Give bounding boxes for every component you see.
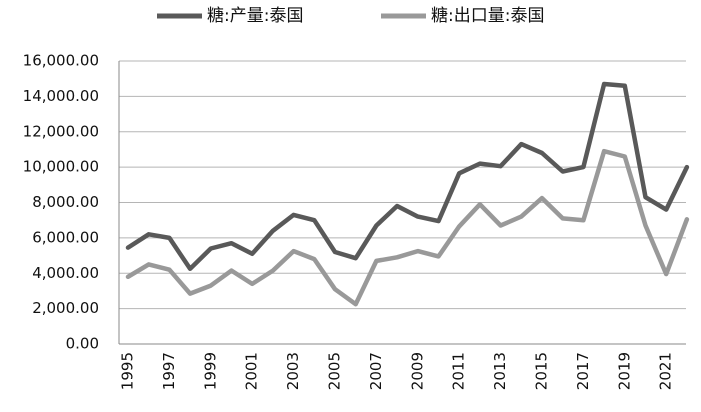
x-tick-label: 1995 [119,352,137,390]
legend-label-1: 糖:产量:泰国 [207,6,303,26]
y-axis-tick-labels: 0.00 2,000.00 4,000.00 6,000.00 8,000.00 10,0… [23,52,99,353]
x-axis-tick-labels: 1995 1997 1999 2001 2003 2005 2007 2009 2011 2013… [119,352,675,390]
x-tick-label: 2003 [284,352,302,390]
x-tick-label: 1999 [201,352,219,390]
y-tick-label: 4,000.00 [32,264,99,282]
series-line-2 [125,148,690,307]
y-tick-label: 0.00 [66,335,99,353]
x-tick-label: 2007 [367,352,385,390]
x-tick-label: 2017 [574,352,592,390]
y-tick-label: 10,000.00 [23,158,99,176]
x-tick-label: 2011 [450,352,468,390]
y-tick-label: 12,000.00 [23,122,99,140]
legend: 糖:产量:泰国 糖:出口量:泰国 [157,6,544,26]
x-tick-label: 2013 [491,352,509,390]
legend-label-2: 糖:出口量:泰国 [431,6,544,26]
x-tick-label: 2005 [326,352,344,390]
series-line-1 [125,81,690,272]
y-tick-label: 14,000.00 [23,87,99,105]
x-tick-label: 2019 [615,352,633,390]
y-tick-label: 6,000.00 [32,228,99,246]
axes [118,61,686,345]
x-tick-label: 2021 [657,352,675,390]
series-lines [125,81,690,307]
x-tick-label: 1997 [160,352,178,390]
x-tick-label: 2009 [408,352,426,390]
x-tick-label: 2001 [243,352,261,390]
y-tick-label: 16,000.00 [23,52,99,70]
y-tick-label: 2,000.00 [32,299,99,317]
y-tick-label: 8,000.00 [32,193,99,211]
x-tick-label: 2015 [533,352,551,390]
gridlines [119,60,686,345]
